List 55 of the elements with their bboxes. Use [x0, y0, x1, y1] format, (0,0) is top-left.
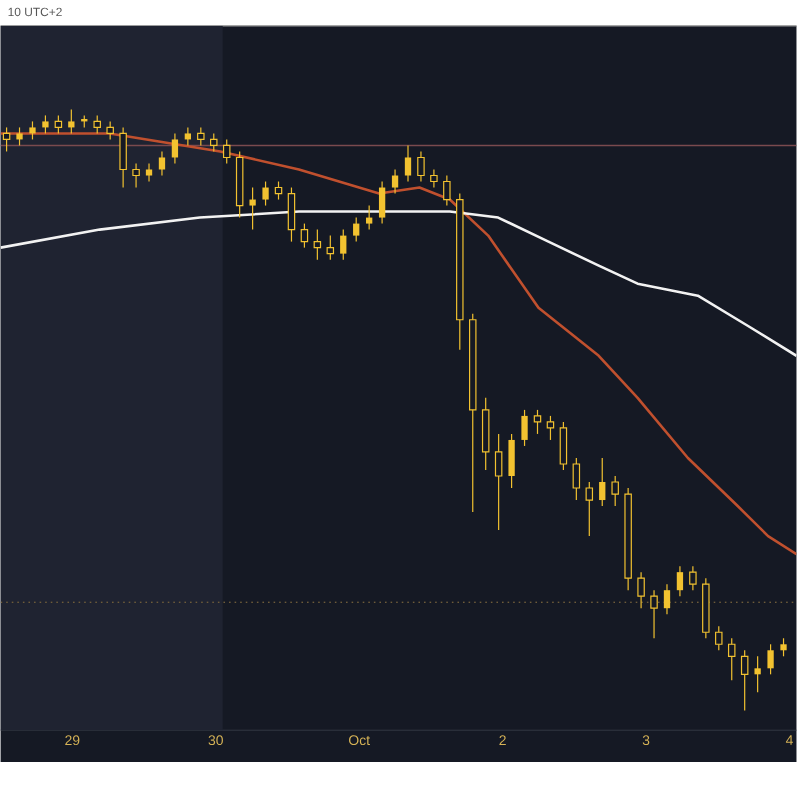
candlestick: [353, 217, 360, 243]
candlestick: [16, 126, 23, 147]
candlestick: [210, 132, 218, 153]
candlestick: [430, 168, 438, 189]
candlestick: [417, 150, 425, 183]
candlestick: [119, 126, 127, 189]
candlestick: [404, 144, 412, 183]
candlestick: [158, 150, 166, 177]
candlestick: [599, 457, 606, 507]
candlestick: [287, 186, 296, 243]
candlestick: [546, 415, 555, 441]
candlestick: [663, 583, 671, 615]
candlestick: [481, 397, 490, 471]
candlestick: [611, 475, 619, 507]
candlestick: [326, 235, 335, 261]
candlestick: [727, 637, 736, 681]
candlestick: [676, 565, 684, 597]
candlestick: [249, 186, 256, 231]
candlestick: [740, 649, 749, 712]
candlestick: [559, 421, 568, 471]
candlestick: [521, 409, 528, 447]
candlestick: [132, 162, 140, 189]
candlestick: [171, 132, 179, 165]
candlestick: [780, 637, 787, 657]
candlestick: [197, 126, 205, 147]
candlestick: [443, 174, 451, 207]
candlestick: [300, 223, 309, 249]
candlestick: [378, 180, 386, 225]
candlestick: [533, 409, 542, 435]
candlestick: [145, 162, 153, 183]
candlestick: [572, 457, 581, 501]
candlestick: [366, 205, 373, 231]
candlestick: [222, 138, 231, 165]
candlestick: [54, 114, 63, 135]
candlestick: [313, 229, 322, 261]
candlestick: [715, 625, 723, 651]
candlestick: [637, 571, 645, 609]
candlestick: [274, 180, 283, 201]
candlestick: [494, 433, 503, 531]
candlestick: [29, 120, 36, 141]
candlestick: [106, 120, 114, 141]
candlestick: [2, 126, 11, 153]
candlestick: [262, 180, 269, 207]
candlestick: [689, 565, 697, 591]
candlestick: [754, 655, 761, 694]
candlestick: [340, 229, 347, 261]
candlestick: [391, 168, 399, 195]
candlestick: [767, 643, 774, 675]
candlestick: [184, 126, 192, 147]
candlestick: [68, 108, 75, 135]
candlestick: [508, 433, 515, 489]
candlestick: [585, 481, 594, 537]
candlestick: [93, 114, 101, 135]
candlestick: [650, 589, 658, 639]
candlestick: [42, 114, 49, 135]
